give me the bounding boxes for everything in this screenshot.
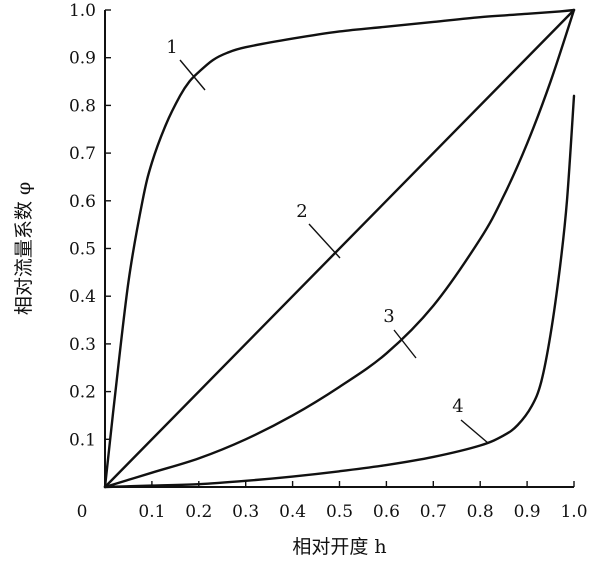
curve-4-label: 4: [452, 396, 463, 417]
curve-1-leader-line: [179, 59, 206, 91]
ticks: 0 0.1 0.2 0.3 0.4 0.5 0.6 0.7 0.8 0.9 1.0 0.1 0.2 0.3…: [69, 1, 588, 522]
curves: [103, 8, 576, 489]
curve-3-label: 3: [383, 306, 394, 327]
curve-3-line: [103, 8, 576, 489]
curve-4-line: [103, 94, 576, 489]
curve-labels: 1 2 3 4: [166, 37, 489, 444]
x-axis-title: 相对开度 h: [292, 536, 386, 558]
y-tick-label: 0.8: [69, 96, 96, 116]
x-tick-label: 0.4: [279, 502, 306, 522]
y-tick-label: 0.2: [69, 383, 96, 403]
x-tick-label: 0.9: [514, 502, 541, 522]
x-tick-label: 0.3: [232, 502, 259, 522]
x-tick-label: 0.6: [373, 502, 400, 522]
x-tick-label: 0.5: [326, 502, 353, 522]
y-axis-title: 相对流量系数 φ: [13, 182, 35, 315]
y-tick-label: 0.4: [69, 287, 96, 307]
x-tick-label: 0: [77, 502, 88, 522]
y-tick-label: 0.7: [69, 144, 96, 164]
x-tick-label: 1.0: [560, 502, 587, 522]
curve-2-label: 2: [296, 201, 307, 222]
curve-2-line: [103, 8, 576, 489]
y-tick-label: 0.1: [69, 430, 96, 450]
curve-1-line: [103, 8, 576, 489]
y-tick-label: 0.5: [69, 240, 96, 260]
y-tick-label: 1.0: [69, 1, 96, 21]
x-tick-label: 0.8: [467, 502, 494, 522]
curve-4-leader-line: [460, 419, 489, 444]
curve-3-leader-line: [393, 329, 417, 359]
x-tick-label: 0.1: [138, 502, 165, 522]
x-tick-label: 0.2: [185, 502, 212, 522]
y-tick-label: 0.6: [69, 192, 96, 212]
y-tick-label: 0.9: [69, 49, 96, 69]
curve-1-label: 1: [166, 37, 177, 58]
y-tick-label: 0.3: [69, 335, 96, 355]
x-tick-label: 0.7: [420, 502, 447, 522]
curve-2-leader-line: [308, 223, 341, 259]
